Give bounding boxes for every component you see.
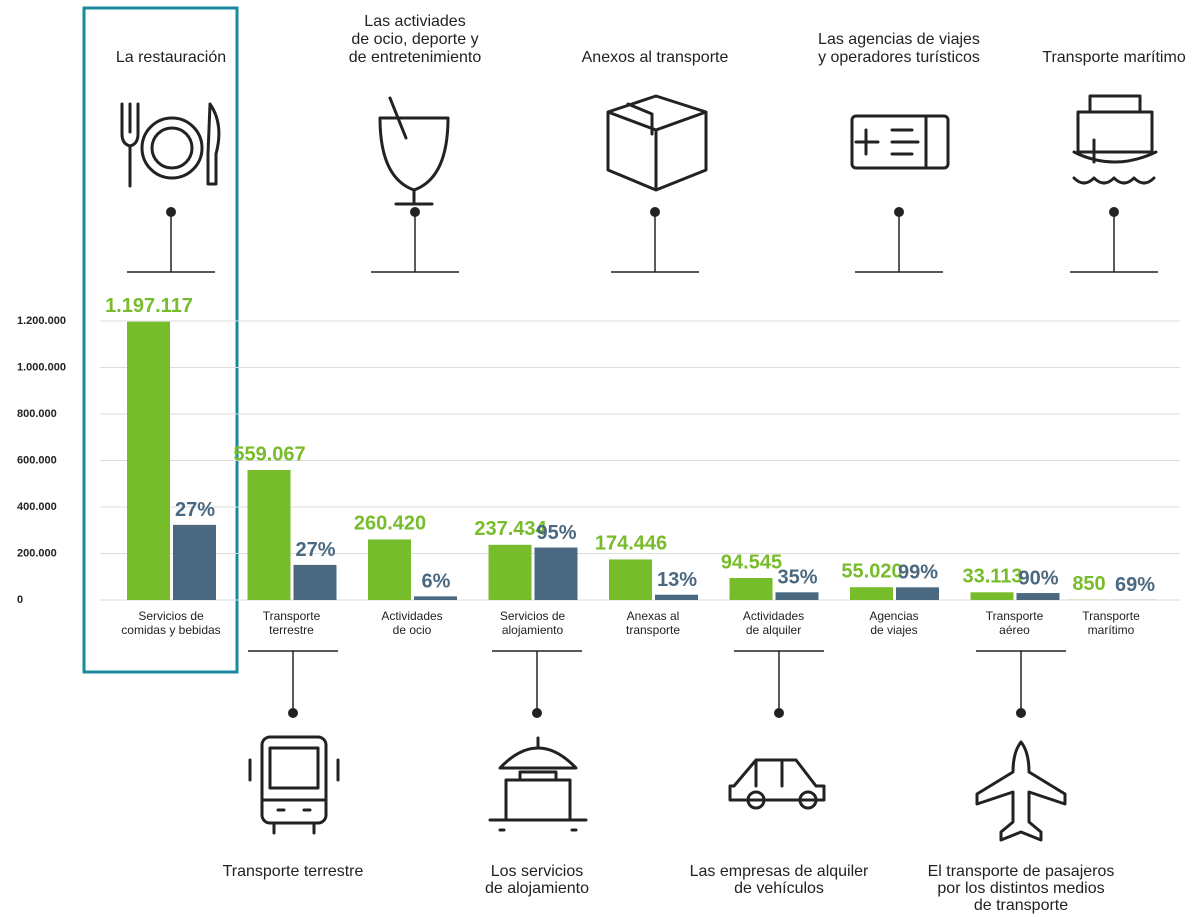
value-label: 237.434 (474, 518, 547, 540)
x-tick-label: Actividades (381, 609, 442, 623)
value-label: 559.067 (233, 443, 305, 465)
x-tick-label: de alquiler (746, 623, 801, 637)
x-tick-label: terrestre (269, 623, 314, 637)
bar (729, 578, 773, 600)
value-label: 69% (1115, 574, 1155, 596)
x-tick-label: marítimo (1088, 623, 1135, 637)
icon-label: y operadores turísticos (818, 49, 980, 66)
icon-label: Los servicios (491, 863, 583, 880)
x-tick-label: Agencias (869, 609, 918, 623)
value-label: 90% (1018, 567, 1058, 589)
icon-label: de transporte (974, 897, 1068, 914)
icon-label: Transporte terrestre (223, 863, 364, 880)
value-label: 1.197.117 (105, 295, 193, 317)
value-label: 27% (175, 499, 215, 521)
x-tick-label: de viajes (870, 623, 917, 637)
bar (896, 587, 939, 600)
icon-label: Anexos al transporte (582, 49, 729, 66)
y-tick-label: 600.000 (17, 454, 57, 466)
y-tick-label: 1.200.000 (17, 315, 66, 327)
x-tick-label: Anexas al (627, 609, 680, 623)
icon-label: Las empresas de alquiler (690, 863, 869, 880)
value-label: 6% (422, 571, 451, 593)
x-tick-label: Transporte (986, 609, 1044, 623)
connector-dot (1016, 708, 1026, 718)
icon-label: La restauración (116, 49, 226, 66)
icon-label: de vehículos (734, 880, 824, 897)
icon-label: Transporte marítimo (1042, 49, 1186, 66)
bar (775, 592, 819, 600)
x-tick-label: de ocio (393, 623, 432, 637)
connector-dot (288, 708, 298, 718)
value-label: 35% (777, 567, 817, 589)
bar (368, 539, 411, 600)
bar (609, 559, 652, 600)
bar (970, 592, 1014, 600)
bar (655, 594, 698, 600)
x-tick-label: Actividades (743, 609, 804, 623)
value-label: 95% (536, 522, 576, 544)
bar (488, 544, 532, 600)
connector-dot (532, 708, 542, 718)
x-tick-label: Servicios de (138, 609, 204, 623)
value-label: 99% (898, 562, 938, 584)
bar (173, 524, 216, 600)
y-tick-label: 400.000 (17, 501, 57, 513)
bar (247, 470, 291, 600)
icon-label: de ocio, deporte y (351, 31, 478, 48)
value-label: 13% (657, 569, 697, 591)
y-tick-label: 800.000 (17, 408, 57, 420)
bar (534, 547, 578, 600)
y-tick-label: 200.000 (17, 547, 57, 559)
icons (120, 94, 1158, 842)
value-label: 55.020 (841, 560, 902, 582)
bar (414, 596, 457, 600)
connector-dot (774, 708, 784, 718)
icon-label: El transporte de pasajeros (928, 863, 1115, 880)
bar (127, 321, 170, 600)
y-tick-label: 1.000.000 (17, 361, 66, 373)
x-tick-label: Servicios de (500, 609, 566, 623)
x-tick-label: aéreo (999, 623, 1030, 637)
value-label: 174.446 (595, 533, 667, 555)
icon-label: Las activiades (364, 13, 465, 30)
value-label: 260.420 (354, 513, 426, 535)
bar (293, 564, 337, 600)
y-tick-label: 0 (17, 594, 23, 606)
value-label: 94.545 (721, 551, 782, 573)
x-tick-label: Transporte (263, 609, 321, 623)
x-tick-label: Transporte (1082, 609, 1140, 623)
x-tick-label: comidas y bebidas (121, 623, 220, 637)
icon-label: Las agencias de viajes (818, 31, 980, 48)
bar (850, 587, 893, 600)
icon-label: por los distintos medios (937, 880, 1104, 897)
x-tick-label: transporte (626, 623, 680, 637)
value-label: 850 (1072, 573, 1105, 595)
value-label: 27% (295, 539, 335, 561)
value-label: 33.113 (962, 566, 1022, 588)
icon-label: de alojamiento (485, 880, 589, 897)
x-tick-label: alojamiento (502, 623, 564, 637)
highlight-box (82, 6, 239, 674)
bar (1016, 593, 1060, 600)
icon-label: de entretenimiento (349, 49, 482, 66)
